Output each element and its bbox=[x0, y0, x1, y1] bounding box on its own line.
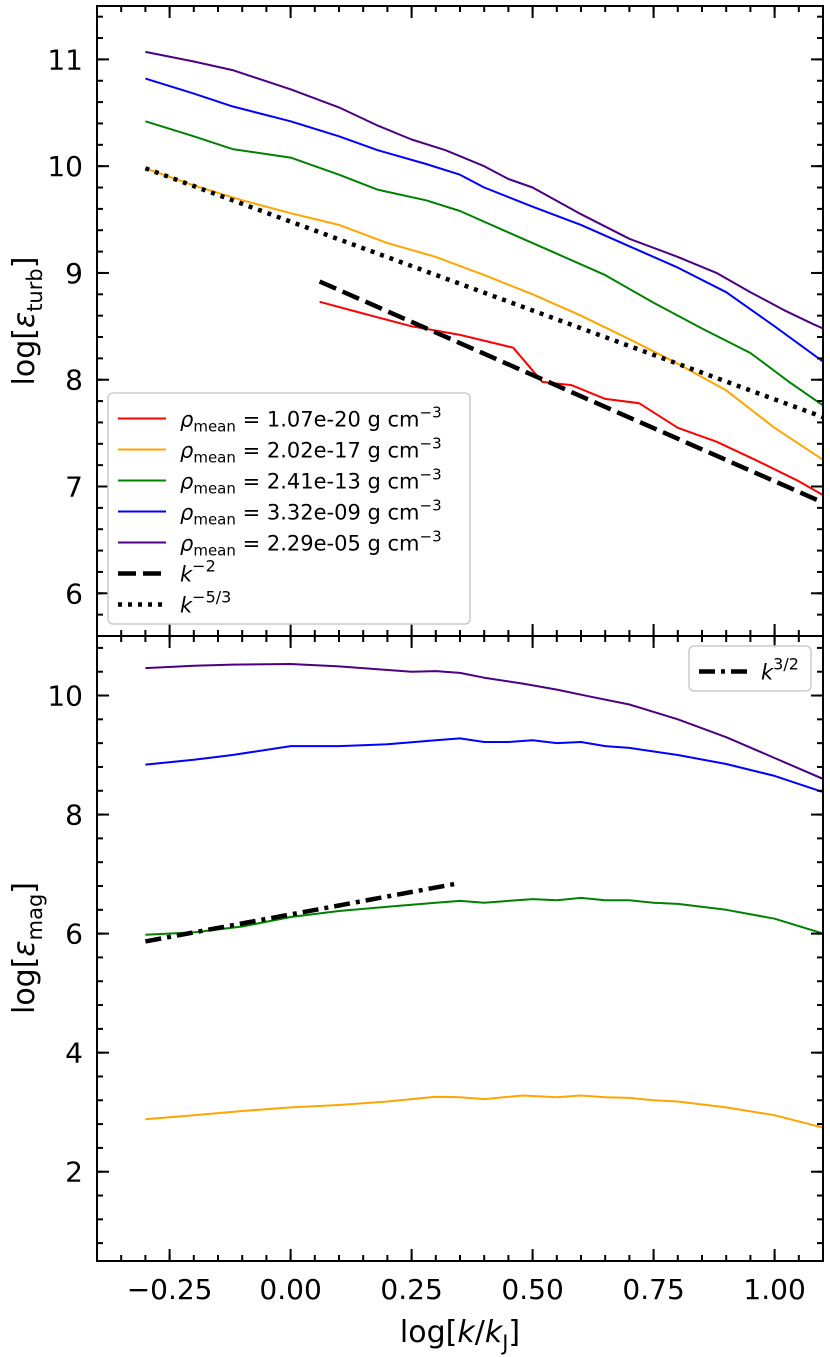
top-panel: 6 7 8 9 10 11 log[εturb] ρmean = 1.07e-20 g c… bbox=[7, 5, 824, 637]
bot-series-line-0 bbox=[145, 663, 823, 780]
top-legend-box bbox=[107, 392, 471, 625]
top-legend-label: k−5/3 bbox=[180, 588, 231, 618]
top-series-line-5 bbox=[318, 279, 823, 505]
bot-series-line-4 bbox=[144, 880, 461, 944]
top-y-tick-label: 10 bbox=[47, 150, 83, 183]
bottom-tick-marks bbox=[97, 636, 823, 1261]
top-series-line-1 bbox=[145, 167, 823, 461]
bot-x-tick-label: −0.25 bbox=[127, 1273, 213, 1306]
top-series-line-2 bbox=[145, 120, 823, 407]
top-series-line-6 bbox=[144, 166, 823, 420]
bot-x-tick-label: 0.50 bbox=[501, 1273, 563, 1306]
top-legend-label: ρmean = 2.02e-17 g cm−3 bbox=[180, 435, 442, 467]
bot-y-tick-label: 8 bbox=[65, 799, 83, 832]
bot-x-tick-label: 1.00 bbox=[743, 1273, 805, 1306]
top-y-tick-label: 9 bbox=[65, 257, 83, 290]
bot-y-tick-label: 2 bbox=[65, 1156, 83, 1189]
bottom-y-axis-label: log[εmag] bbox=[7, 882, 47, 1014]
bottom-data-lines bbox=[144, 663, 823, 1129]
bot-y-tick-label: 6 bbox=[65, 918, 83, 951]
top-series-line-4 bbox=[145, 50, 823, 330]
top-tick-marks bbox=[97, 6, 823, 637]
top-tick-labels: 6 7 8 9 10 11 bbox=[47, 43, 83, 610]
bot-x-tick-label: 0.25 bbox=[380, 1273, 442, 1306]
top-legend-label: ρmean = 2.41e-13 g cm−3 bbox=[180, 466, 442, 498]
bottom-axes-frame bbox=[96, 635, 824, 1262]
bot-y-tick-label: 4 bbox=[65, 1037, 83, 1070]
bot-legend-label: k3/2 bbox=[761, 655, 799, 685]
top-y-tick-label: 11 bbox=[47, 43, 83, 76]
bot-y-tick-label: 10 bbox=[47, 680, 83, 713]
bot-legend-box bbox=[688, 645, 812, 692]
top-series-line-3 bbox=[145, 77, 823, 363]
top-y-tick-label: 7 bbox=[65, 471, 83, 504]
top-legend-label: k−2 bbox=[180, 557, 216, 587]
bottom-legend: k3/2 bbox=[688, 645, 812, 692]
top-legend-label: ρmean = 1.07e-20 g cm−3 bbox=[180, 404, 442, 436]
top-data-lines bbox=[144, 50, 823, 505]
top-y-tick-label: 8 bbox=[65, 364, 83, 397]
bot-series-line-3 bbox=[145, 1094, 823, 1129]
x-axis-label: log[k/kJ] bbox=[400, 1315, 520, 1355]
top-y-tick-label: 6 bbox=[65, 577, 83, 610]
bottom-panel: 2 4 6 8 10 −0.25 0.00 0.25 0.50 0.75 1.00 log[εmag… bbox=[7, 635, 824, 1355]
top-y-axis-label: log[εturb] bbox=[7, 257, 47, 386]
bot-x-tick-label: 0.75 bbox=[622, 1273, 684, 1306]
bot-series-line-2 bbox=[145, 896, 823, 936]
top-legend-label: ρmean = 2.29e-05 g cm−3 bbox=[180, 528, 442, 560]
bot-series-line-1 bbox=[145, 737, 823, 793]
bot-x-tick-label: 0.00 bbox=[259, 1273, 321, 1306]
top-legend-label: ρmean = 3.32e-09 g cm−3 bbox=[180, 497, 442, 529]
bottom-tick-labels: 2 4 6 8 10 −0.25 0.00 0.25 0.50 0.75 1.00 bbox=[47, 680, 805, 1306]
